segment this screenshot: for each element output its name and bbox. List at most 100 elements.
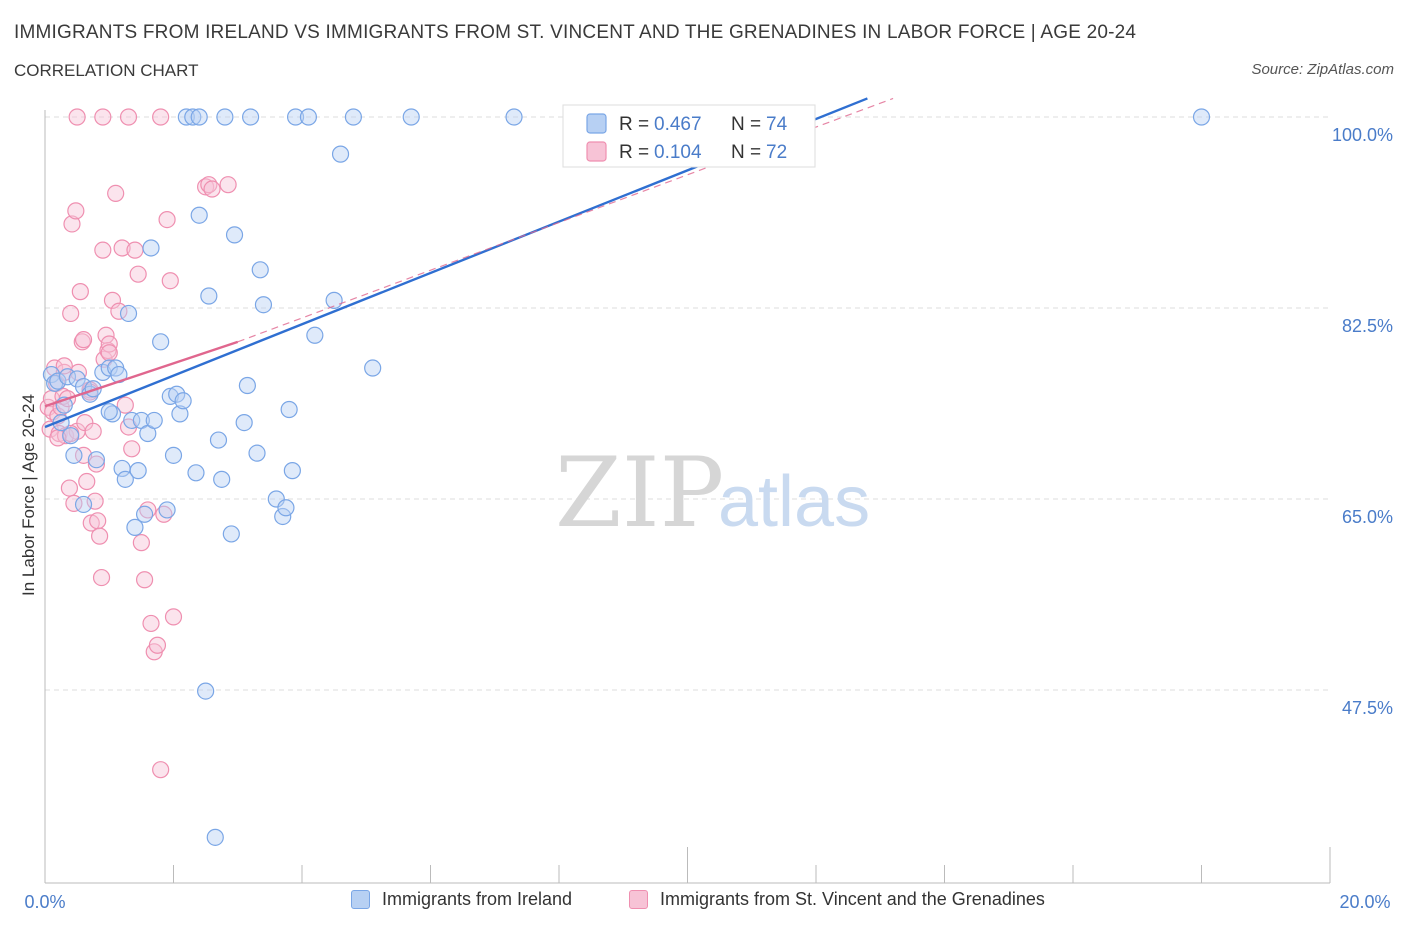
- watermark: ZIP atlas: [555, 437, 870, 549]
- point-ireland: [145, 411, 163, 430]
- legend-blue-r-label: R =: [619, 114, 649, 135]
- point-ireland: [277, 499, 295, 517]
- point-st-vincent: [67, 202, 85, 220]
- point-ireland: [222, 525, 240, 543]
- point-ireland: [87, 451, 106, 469]
- point-ireland: [116, 470, 134, 488]
- point-ireland: [299, 108, 318, 126]
- point-ireland: [123, 411, 141, 430]
- point-st-vincent: [74, 446, 93, 464]
- point-ireland: [119, 304, 138, 323]
- point-st-vincent: [62, 304, 80, 323]
- point-st-vincent: [94, 108, 112, 126]
- legend-blue-n-label: N =: [731, 114, 761, 135]
- point-st-vincent: [82, 514, 100, 532]
- y-tick-label: 100.0%: [1332, 125, 1393, 145]
- point-ireland: [331, 145, 350, 163]
- point-ireland: [235, 414, 253, 432]
- chart-subtitle: CORRELATION CHART: [14, 61, 199, 80]
- point-ireland: [280, 400, 298, 419]
- point-ireland: [225, 226, 244, 244]
- point-st-vincent: [91, 527, 109, 545]
- point-ireland: [267, 490, 285, 508]
- legend-label-ireland: Immigrants from Ireland: [382, 889, 573, 909]
- watermark-zip: ZIP: [555, 437, 724, 549]
- point-ireland: [161, 387, 179, 406]
- point-st-vincent: [60, 479, 79, 497]
- point-ireland: [168, 385, 186, 403]
- point-st-vincent: [116, 396, 134, 414]
- point-st-vincent: [87, 455, 106, 473]
- point-st-vincent: [63, 215, 81, 233]
- point-ireland: [238, 376, 256, 395]
- point-ireland: [126, 518, 144, 536]
- y-tick-label: 65.0%: [1342, 507, 1393, 527]
- point-ireland: [344, 108, 362, 126]
- point-st-vincent: [203, 180, 221, 198]
- legend-item-st-vincent: Immigrants from St. Vincent and the Gren…: [629, 889, 1045, 910]
- legend-label-st-vincent: Immigrants from St. Vincent and the Gren…: [660, 889, 1045, 909]
- point-st-vincent: [129, 265, 147, 283]
- point-st-vincent: [55, 357, 73, 375]
- point-ireland: [135, 505, 154, 523]
- point-ireland: [187, 464, 205, 482]
- point-ireland: [200, 287, 218, 305]
- legend-pink-r-value: 0.104: [654, 142, 702, 163]
- point-ireland: [184, 108, 202, 126]
- point-ireland: [84, 380, 102, 398]
- point-ireland: [197, 682, 215, 700]
- point-st-vincent: [126, 241, 144, 259]
- legend-swatch-st-vincent: [629, 890, 648, 909]
- point-st-vincent: [132, 534, 150, 552]
- legend-box: R = 0.467 N = 74 R = 0.104 N = 72: [562, 104, 816, 168]
- x-ticks: [173, 847, 1331, 883]
- x-tick-label-max: 20.0%: [1339, 892, 1390, 912]
- chart-title: IMMIGRANTS FROM IRELAND VS IMMIGRANTS FR…: [14, 22, 1137, 43]
- point-st-vincent: [119, 108, 138, 126]
- point-ireland: [242, 108, 260, 126]
- point-st-vincent: [123, 440, 141, 458]
- point-ireland: [190, 108, 208, 126]
- point-ireland: [274, 507, 292, 526]
- point-st-vincent: [103, 291, 122, 309]
- point-st-vincent: [100, 344, 118, 362]
- point-st-vincent: [161, 272, 179, 290]
- point-st-vincent: [158, 210, 176, 229]
- point-ireland: [65, 446, 83, 464]
- legend-pink-swatch: [586, 141, 607, 162]
- point-st-vincent: [152, 108, 170, 126]
- point-ireland: [49, 372, 67, 390]
- point-st-vincent: [71, 283, 89, 301]
- point-st-vincent: [113, 239, 131, 257]
- legend-item-ireland: Immigrants from Ireland: [351, 889, 572, 910]
- point-ireland: [283, 462, 301, 480]
- point-st-vincent: [84, 422, 102, 440]
- point-st-vincent: [78, 472, 96, 491]
- point-st-vincent: [219, 176, 237, 194]
- bottom-legend: Immigrants from Ireland Immigrants from …: [0, 889, 1406, 917]
- legend-pink-n-label: N =: [731, 142, 761, 163]
- legend-pink-n-value: 72: [766, 142, 787, 163]
- y-tick-label: 82.5%: [1342, 316, 1393, 336]
- legend-blue-swatch: [586, 113, 607, 134]
- point-st-vincent: [107, 184, 125, 202]
- source-label: Source: ZipAtlas.com: [1251, 61, 1394, 78]
- legend-swatch-ireland: [351, 890, 370, 909]
- point-ireland: [129, 462, 147, 480]
- trend-line-st-vincent: [44, 340, 239, 408]
- point-ireland: [74, 495, 93, 514]
- point-ireland: [402, 108, 420, 126]
- point-ireland: [254, 296, 273, 314]
- point-st-vincent: [74, 331, 93, 349]
- point-ireland: [174, 392, 192, 410]
- point-st-vincent: [142, 614, 160, 633]
- point-ireland: [206, 828, 224, 846]
- point-st-vincent: [92, 568, 111, 587]
- point-ireland: [306, 326, 324, 344]
- point-ireland: [505, 108, 523, 126]
- point-ireland: [286, 108, 305, 126]
- point-ireland: [152, 333, 170, 351]
- gridlines: [45, 116, 1330, 691]
- point-ireland: [100, 359, 118, 377]
